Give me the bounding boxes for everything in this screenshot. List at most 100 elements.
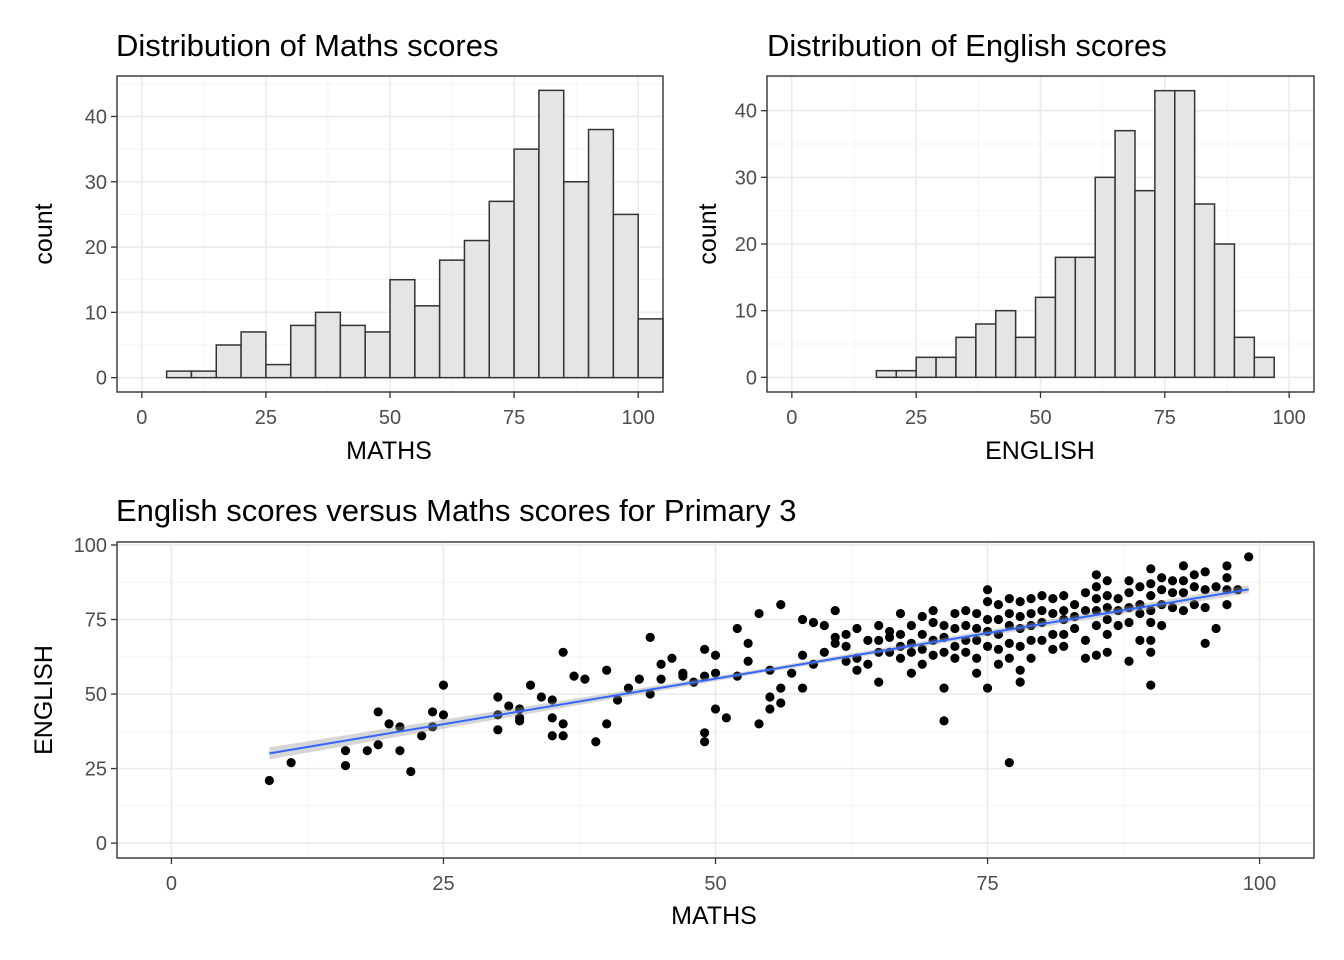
scatter-point [917,644,927,654]
scatter-point [1004,758,1014,768]
scatter-plot-title: English scores versus Maths scores for P… [116,493,797,528]
english-histogram-bar [975,323,997,379]
english-x-tick-label: 100 [1272,407,1305,429]
english-histogram-bar [875,369,898,379]
scatter-point [1102,602,1112,613]
scatter-point [1146,647,1156,657]
scatter-point [939,647,949,657]
scatter-point [1200,585,1210,595]
scatter-point [754,608,764,619]
scatter-point [1189,582,1199,592]
scatter-point [1080,653,1091,663]
scatter-point [602,665,612,675]
scatter-point [819,620,829,631]
scatter-point [1200,602,1210,613]
scatter-y-tick-label: 25 [85,759,107,781]
scatter-point [1091,605,1101,616]
scatter-point [667,653,677,663]
maths-histogram-bar [240,331,267,379]
scatter-point [895,653,906,663]
scatter-point [797,614,808,625]
scatter-point [874,677,884,687]
maths-histogram-bar [562,181,590,379]
scatter-point [504,701,514,711]
scatter-point [700,644,710,654]
maths-x-tick-label: 100 [621,407,654,429]
scatter-point [852,665,862,675]
regression-line [269,588,1249,755]
scatter-point [1178,561,1189,571]
scatter-point [700,671,710,681]
scatter-point [1059,591,1069,601]
english-histogram-bar [1233,336,1256,379]
scatter-point [982,614,993,625]
english-x-tick-label: 75 [1154,407,1176,429]
scatter-point [438,680,449,690]
maths-y-tick-label: 40 [85,106,107,128]
scatter-point [982,683,993,693]
scatter-point [264,775,274,786]
scatter-point [1200,567,1210,577]
scatter-point [1091,594,1101,604]
scatter-point [493,725,503,735]
english-bars [875,89,1275,379]
scatter-point [612,695,623,705]
scatter-point [1178,576,1189,586]
scatter-point [1102,576,1112,586]
scatter-point [1048,594,1058,604]
scatter-point [1091,620,1101,631]
scatter-point [536,692,546,702]
maths-histogram-bar [438,259,466,379]
scatter-point [939,716,949,726]
scatter-point [602,719,612,729]
english-histogram-title: Distribution of English scores [767,28,1167,63]
scatter-x-tick-label: 25 [432,873,454,895]
scatter-point [732,623,742,634]
maths-x-tick-label: 25 [255,407,277,429]
scatter-point [961,620,971,631]
english-histogram-bar [1253,356,1275,379]
scatter-point [384,719,394,729]
scatter-point [1244,552,1254,562]
maths-y-tick-label: 30 [85,172,107,194]
scatter-point [874,620,884,631]
scatter-point [863,659,873,669]
maths-y-tick-label: 0 [96,368,107,390]
scatter-point [895,608,906,619]
scatter-point [1189,570,1199,580]
english-x-tick-label: 0 [786,407,797,429]
scatter-point [808,617,819,628]
english-histogram-bar [1094,176,1116,379]
scatter-point [1048,644,1058,654]
scatter-x-axis-title: MATHS [671,902,757,930]
scatter-point [950,608,960,619]
english-histogram-bar [1154,89,1176,379]
scatter-point [656,674,666,684]
english-histogram-bar [1014,336,1037,379]
scatter-point [427,707,438,717]
scatter-point [776,600,786,610]
maths-axis-ticks: 0 25 50 75 100 0 10 20 30 40 [85,106,655,429]
scatter-point [1124,656,1134,666]
scatter-point [1026,594,1036,604]
scatter-point [417,731,427,741]
scatter-point [1102,591,1112,601]
scatter-point [558,731,568,741]
scatter-point [982,597,993,607]
scatter-point [1037,605,1047,616]
scatter-point [1146,605,1156,616]
scatter-point [906,668,916,678]
english-y-tick-label: 30 [735,167,757,189]
scatter-point [1102,647,1112,657]
scatter-point [743,638,753,648]
scatter-point [710,704,721,714]
maths-histogram-bar [190,370,218,379]
scatter-point [1048,608,1058,619]
scatter-x-tick-label: 0 [166,873,177,895]
scatter-points [264,552,1254,786]
scatter-point [286,758,296,768]
scatter-point [993,614,1004,625]
scatter-point [547,731,557,741]
scatter-y-tick-label: 50 [85,684,107,706]
scatter-point [972,653,982,663]
